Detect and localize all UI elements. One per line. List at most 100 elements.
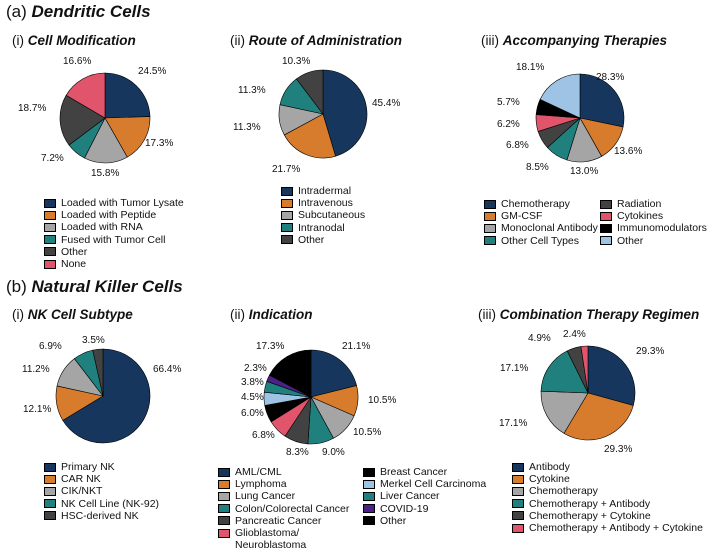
pie-slice <box>104 116 151 158</box>
legend-item: Fused with Tumor Cell <box>44 234 184 246</box>
data-label: 15.8% <box>91 168 120 179</box>
data-label: 12.1% <box>23 404 52 415</box>
legend-item: AML/CML <box>218 466 349 478</box>
legend-swatch <box>600 199 612 209</box>
data-label: 29.3% <box>604 444 633 455</box>
legend-label: AML/CML <box>235 466 282 478</box>
legend-swatch <box>44 247 56 257</box>
pie-slice <box>296 69 324 115</box>
data-label: 2.3% <box>244 363 267 374</box>
section-a-header: (a) Dendritic Cells <box>6 2 151 22</box>
legend-swatch <box>363 467 375 477</box>
legend-item: Subcutaneous <box>281 209 365 221</box>
legend-label: CAR NK <box>61 473 101 486</box>
legend-swatch <box>44 198 56 208</box>
pie-chart-1 <box>278 69 368 159</box>
data-label: 18.7% <box>18 103 47 114</box>
legend-label: Loaded with Tumor Lysate <box>61 197 184 209</box>
legend-swatch <box>600 211 612 221</box>
legend-label: Merkel Cell Carcinoma <box>380 478 487 491</box>
legend-swatch <box>363 479 375 489</box>
legend-swatch <box>281 198 293 208</box>
legend-item: Other <box>600 235 707 247</box>
chart-panel: (ii) <box>230 307 245 322</box>
legend-accompanying-col2: Radiation Cytokines Immunomodulators Oth… <box>600 198 707 247</box>
data-label: 11.2% <box>22 364 50 375</box>
pie-chart-0 <box>59 72 151 164</box>
data-label: 10.5% <box>353 427 382 438</box>
data-label: 66.4% <box>153 364 182 375</box>
legend-swatch <box>218 479 230 489</box>
legend-item: Chemotherapy <box>484 198 598 210</box>
pie-slice <box>65 72 106 119</box>
legend-item: Other Cell Types <box>484 235 598 247</box>
legend-label: Other Cell Types <box>501 234 580 247</box>
legend-item: Liver Cancer <box>363 490 486 502</box>
data-label: 6.8% <box>506 140 529 151</box>
data-label: 2.4% <box>563 329 586 340</box>
data-label: 11.3% <box>238 85 266 96</box>
legend-label: Lung Cancer <box>235 490 296 503</box>
pie-chart-4 <box>263 349 359 445</box>
data-label: 3.5% <box>82 335 105 346</box>
legend-swatch <box>44 462 56 472</box>
legend-combination: Antibody Cytokine Chemotherapy Chemother… <box>512 461 703 534</box>
section-a-letter: (a) <box>6 2 27 21</box>
chart-title: Combination Therapy Regimen <box>499 307 700 322</box>
pie-slice <box>539 73 581 119</box>
legend-item: Breast Cancer <box>363 466 486 478</box>
legend-swatch <box>44 487 56 496</box>
pie-slice <box>92 348 104 397</box>
legend-indication-col2: Breast Cancer Merkel Cell Carcinoma Live… <box>363 466 486 527</box>
legend-item: Merkel Cell Carcinoma <box>363 478 486 490</box>
legend-swatch <box>218 492 230 501</box>
legend-swatch <box>484 211 496 221</box>
legend-label: Intranodal <box>298 221 345 234</box>
pie-slice <box>579 73 625 128</box>
legend-label: GM-CSF <box>501 210 543 223</box>
legend-item: HSC-derived NK <box>44 510 159 522</box>
legend-swatch <box>512 474 524 484</box>
legend-item: Chemotherapy + Antibody <box>512 498 703 510</box>
legend-item: Monoclonal Antibody <box>484 222 598 234</box>
legend-label: Chemotherapy + Antibody + Cytokine <box>529 522 703 535</box>
legend-label: Intradermal <box>298 185 352 197</box>
data-label: 6.8% <box>252 430 275 441</box>
legend-swatch <box>600 236 612 246</box>
legend-swatch <box>44 511 56 521</box>
pie-slice <box>540 390 589 434</box>
data-label: 6.0% <box>241 408 264 419</box>
legend-swatch <box>600 224 612 233</box>
chart-title-cell-modification: (i) Cell Modification <box>12 33 136 48</box>
legend-label: Cytokine <box>529 473 570 486</box>
legend-label: Monoclonal Antibody <box>501 222 598 235</box>
legend-swatch <box>512 511 524 521</box>
data-label: 5.7% <box>497 97 520 108</box>
pie-slice <box>587 345 636 406</box>
legend-label: Cytokines <box>617 210 664 223</box>
legend-swatch <box>484 236 496 246</box>
legend-swatch <box>484 224 496 233</box>
legend-swatch <box>44 474 56 484</box>
legend-item: Loaded with Tumor Lysate <box>44 197 184 209</box>
legend-label: Other <box>298 233 325 246</box>
legend-label: Chemotherapy + Cytokine <box>529 509 651 522</box>
data-label: 4.5% <box>241 392 264 403</box>
chart-title: Route of Administration <box>248 33 403 48</box>
legend-item: Loaded with Peptide <box>44 209 184 221</box>
pie-slice <box>283 113 336 159</box>
data-label: 10.5% <box>368 395 397 406</box>
data-label: 4.9% <box>528 333 551 344</box>
legend-item: Other <box>44 246 184 258</box>
legend-item: Antibody <box>512 461 703 473</box>
pie-chart-3 <box>55 348 151 444</box>
legend-item: Lymphoma <box>218 478 349 490</box>
legend-label: Subcutaneous <box>298 209 366 222</box>
legend-item: Glioblastoma/ Neuroblastoma <box>218 527 349 551</box>
legend-item: Intranodal <box>281 222 365 234</box>
data-label: 10.3% <box>282 56 311 67</box>
pie-slice <box>540 350 589 394</box>
legend-label: Primary NK <box>61 461 115 473</box>
section-b-header: (b) Natural Killer Cells <box>6 277 183 297</box>
legend-label: Liver Cancer <box>380 490 440 503</box>
